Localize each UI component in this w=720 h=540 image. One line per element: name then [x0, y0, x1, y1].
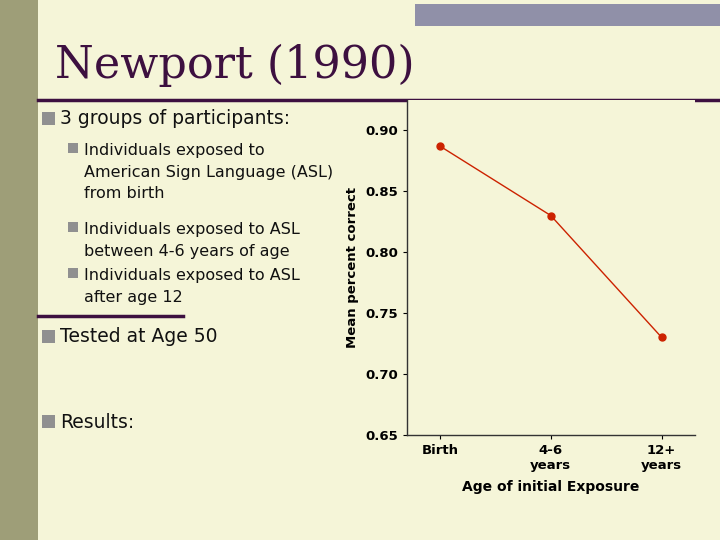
Bar — [42, 330, 55, 343]
X-axis label: Age of initial Exposure: Age of initial Exposure — [462, 480, 639, 494]
Bar — [42, 112, 55, 125]
Text: Tested at Age 50: Tested at Age 50 — [60, 327, 217, 347]
Text: 3 groups of participants:: 3 groups of participants: — [60, 110, 290, 129]
Point — [545, 211, 557, 220]
Bar — [42, 415, 55, 428]
Bar — [0, 0, 38, 540]
Text: Newport (1990): Newport (1990) — [55, 43, 415, 86]
Text: Individuals exposed to
American Sign Language (ASL)
from birth: Individuals exposed to American Sign Lan… — [84, 143, 333, 201]
Text: Results:: Results: — [60, 413, 134, 431]
Point — [434, 142, 446, 151]
Text: Individuals exposed to ASL
after age 12: Individuals exposed to ASL after age 12 — [84, 268, 300, 305]
Y-axis label: Mean percent correct: Mean percent correct — [346, 187, 359, 348]
Text: Individuals exposed to ASL
between 4-6 years of age: Individuals exposed to ASL between 4-6 y… — [84, 222, 300, 259]
Bar — [68, 222, 78, 232]
Bar — [68, 143, 78, 153]
Bar — [415, 4, 720, 26]
Point — [656, 333, 667, 342]
Bar — [68, 268, 78, 278]
